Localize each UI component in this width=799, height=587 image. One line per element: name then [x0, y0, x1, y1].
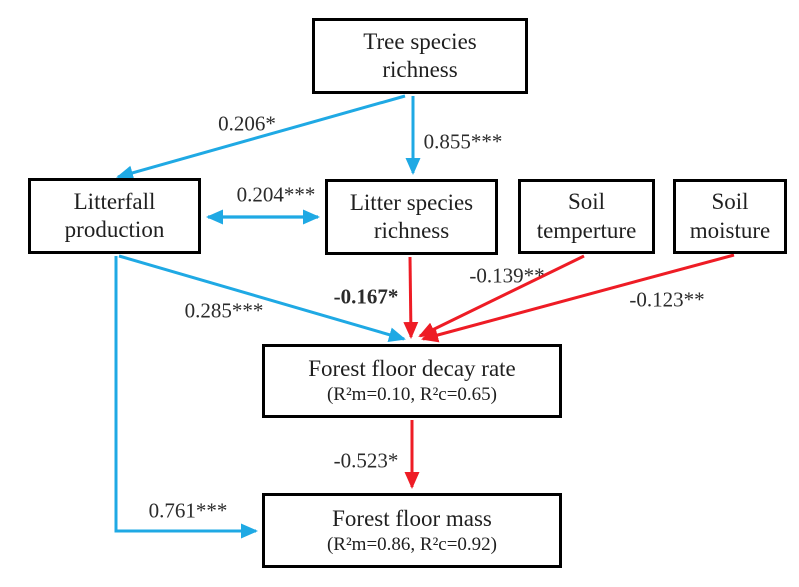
- path-litter-to-decay: [403, 256, 419, 339]
- node-forest-floor-mass: Forest floor mass (R²m=0.86, R²c=0.92): [262, 493, 562, 568]
- path-soil-temperature-to-decay: [418, 254, 585, 338]
- path-soil-moisture-to-decay: [421, 253, 735, 343]
- node-r-squared: (R²m=0.10, R²c=0.65): [326, 384, 498, 406]
- node-forest-floor-decay-rate: Forest floor decay rate (R²m=0.10, R²c=0…: [262, 344, 562, 418]
- coefficient-soil-temperature-decay: -0.139**: [469, 263, 545, 288]
- node-r-squared: (R²m=0.86, R²c=0.92): [326, 533, 498, 555]
- coefficient-tree-litter: 0.855***: [423, 129, 503, 154]
- path-litterfall-to-mass: [114, 256, 258, 539]
- coefficient-litterfall-mass: 0.761***: [148, 498, 228, 523]
- node-label: Forest floor decay rate: [308, 356, 516, 382]
- node-litterfall-production: Litterfall production: [28, 178, 201, 254]
- node-soil-moisture: Soil moisture: [673, 179, 787, 254]
- node-label: Forest floor mass: [332, 505, 492, 531]
- coefficient-decay-mass: -0.523*: [333, 448, 399, 473]
- node-litter-species-richness: Litter species richness: [325, 179, 498, 255]
- coefficient-tree-litterfall: 0.206*: [218, 111, 276, 136]
- node-tree-species-richness: Tree species richness: [312, 18, 528, 94]
- node-label: Soil temperture: [536, 189, 637, 243]
- node-soil-temperature: Soil temperture: [518, 179, 655, 254]
- node-label: Litterfall production: [64, 188, 165, 242]
- coefficient-litter-decay: -0.167*: [333, 284, 399, 309]
- node-label: Litter species richness: [349, 189, 474, 243]
- path-tree-to-litterfall: [116, 94, 406, 181]
- node-label: Tree species richness: [363, 28, 477, 82]
- path-litterfall-to-decay: [118, 254, 406, 343]
- coefficient-litterfall-litter: 0.204***: [236, 182, 316, 207]
- coefficient-soil-moisture-decay: -0.123**: [629, 287, 705, 312]
- node-label: Soil moisture: [689, 189, 771, 243]
- coefficient-litterfall-decay: 0.285***: [184, 298, 264, 323]
